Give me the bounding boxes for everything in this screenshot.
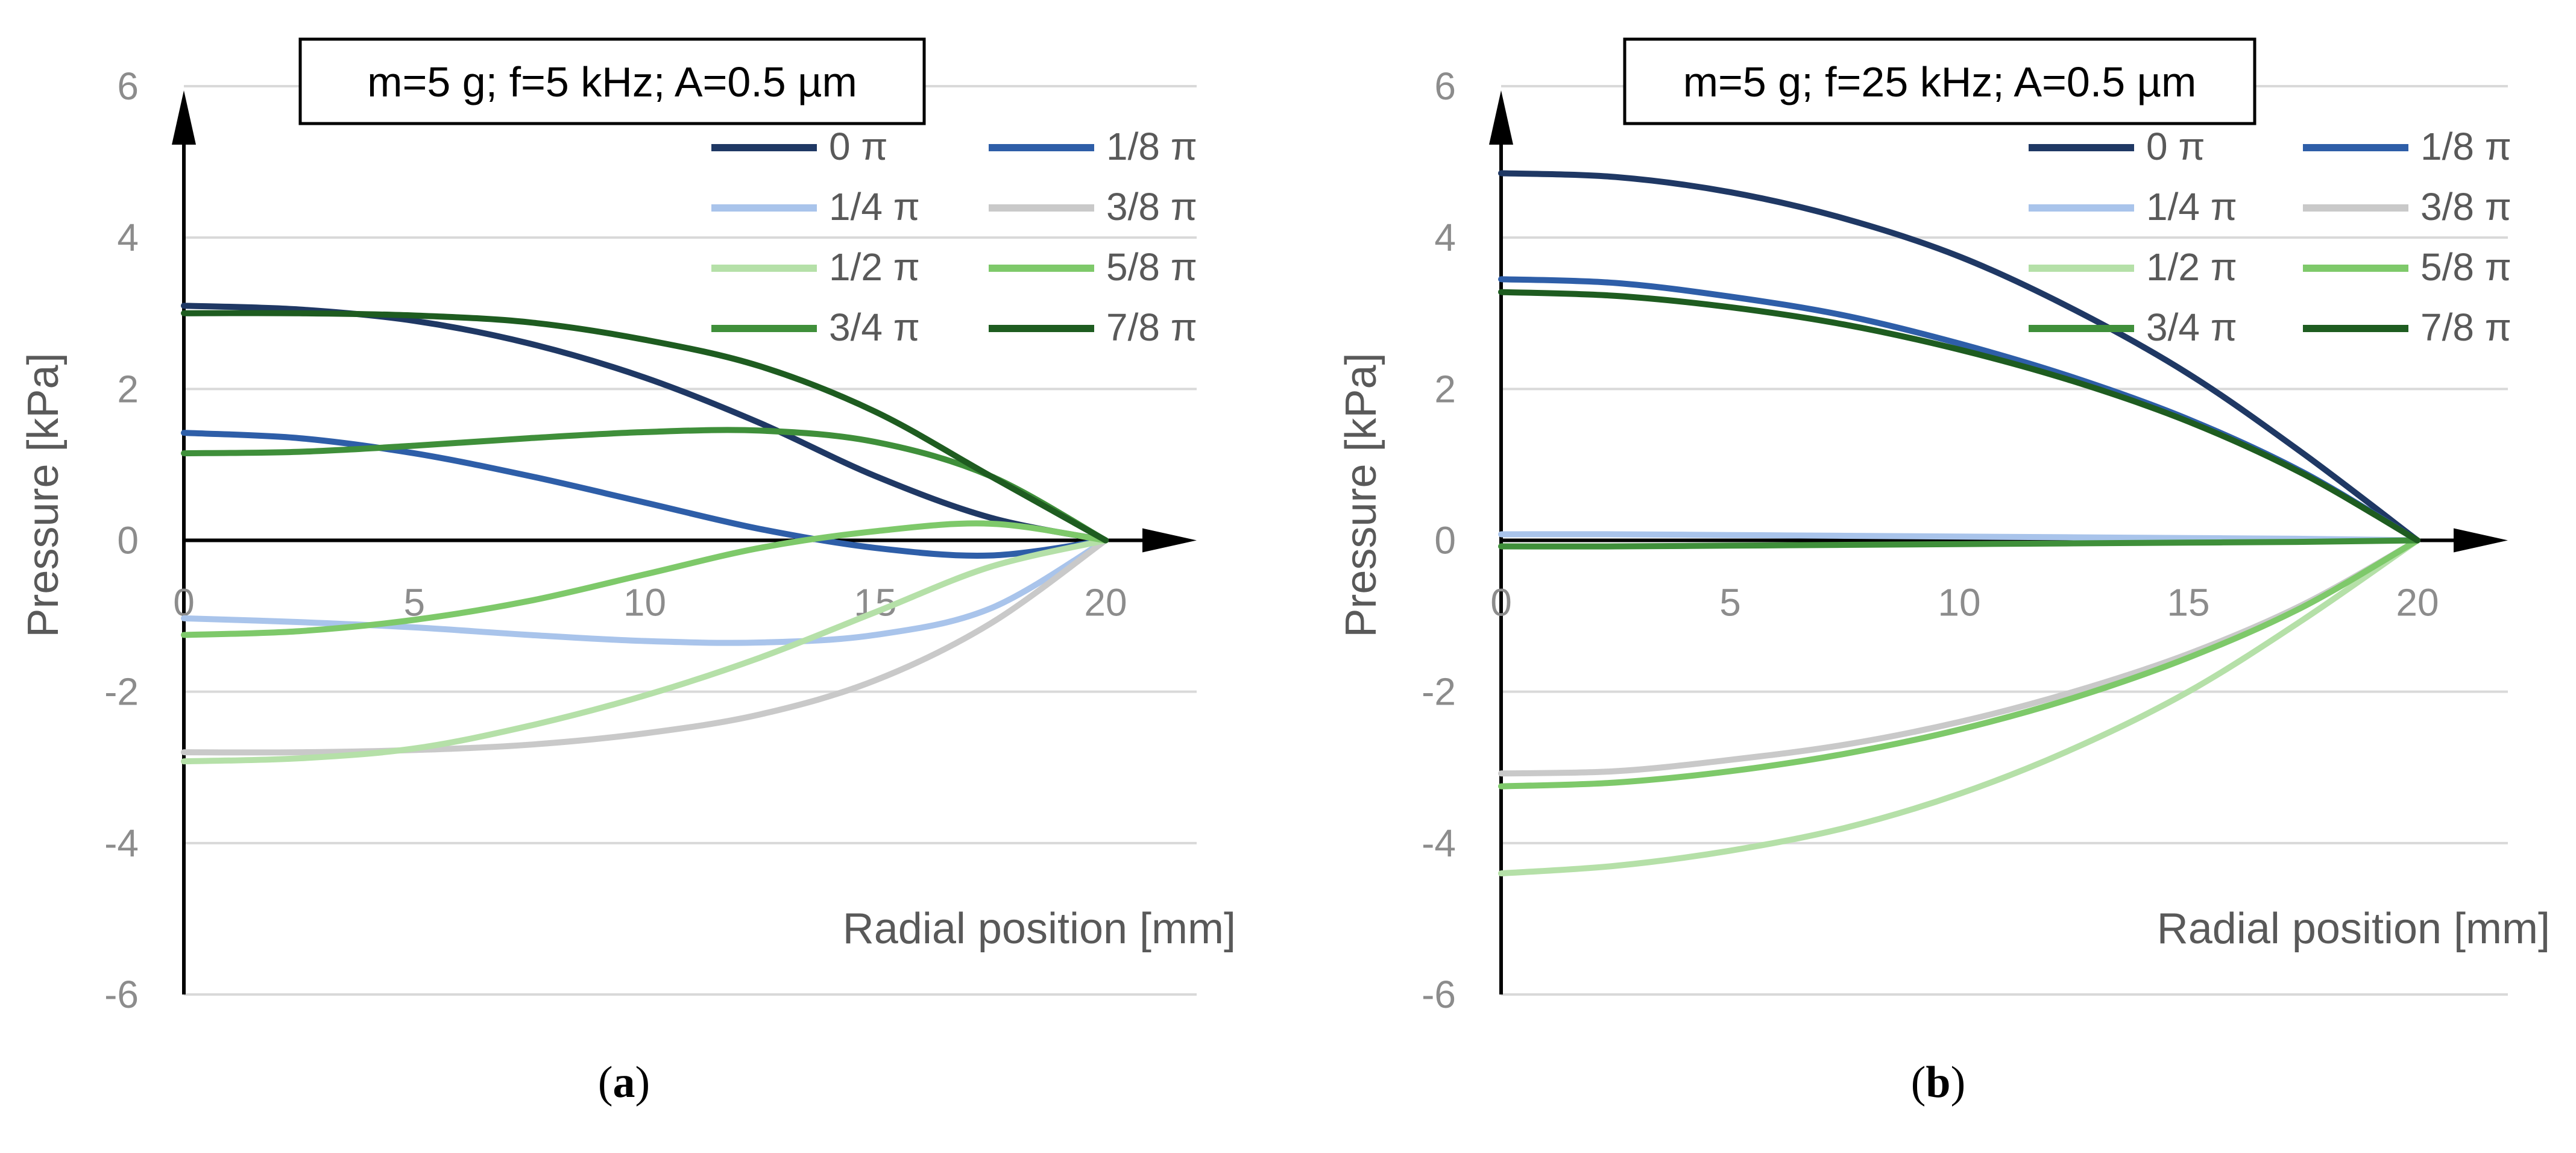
series-line-4 [181,537,1109,765]
y-tick-label: 6 [1434,64,1456,108]
series-line-6 [181,427,1109,544]
y-tick-label: -2 [1422,670,1456,714]
y-tick-label: -4 [1422,822,1456,865]
legend-entry: 3/8 π [2420,185,2511,228]
y-tick-label: 2 [117,367,139,410]
y-axis-arrow [1489,90,1513,145]
caption-paren: ( [598,1058,613,1107]
legend-entry: 3/4 π [829,306,920,349]
y-tick-label: 0 [117,519,139,562]
legend-entry: 3/4 π [2146,306,2237,349]
series-line-3 [181,537,1109,756]
series-line-3 [1498,537,2420,777]
series-line-2 [181,537,1109,646]
caption-paren: ) [1951,1058,1966,1107]
y-axis-label: Pressure [kPa] [19,353,68,637]
x-tick-label: 10 [1938,581,1980,624]
legend-entry: 7/8 π [2420,306,2511,349]
y-tick-label: 6 [117,64,139,108]
chart-title: m=5 g; f=25 kHz; A=0.5 µm [1683,58,2197,105]
y-tick-label: -2 [104,670,139,714]
legend-entry: 0 π [829,125,888,168]
x-tick-label: 10 [623,581,666,624]
x-tick-label: 20 [1084,581,1127,624]
x-axis-arrow [1142,528,1197,553]
caption-paren: ( [1911,1058,1926,1107]
legend-entry: 1/2 π [2146,245,2237,289]
series-line-1 [181,430,1109,559]
legend-entry: 0 π [2146,125,2205,168]
caption-letter: b [1926,1058,1950,1107]
x-axis-arrow [2454,528,2508,553]
title-box [1623,37,2256,125]
x-tick-label: 20 [2396,581,2439,624]
series-line-7 [181,310,1109,544]
y-tick-label: 2 [1434,367,1456,410]
y-axis-label: Pressure [kPa] [1337,353,1385,637]
chart-title: m=5 g; f=5 kHz; A=0.5 µm [367,58,857,105]
caption-paren: ) [635,1058,650,1107]
legend-entry: 1/4 π [2146,185,2237,228]
y-tick-label: 4 [1434,216,1456,259]
title-box [298,37,926,125]
legend-entry: 1/4 π [829,185,920,228]
x-tick-label: 0 [1490,581,1512,624]
caption-letter: a [613,1058,635,1107]
legend-entry: 3/8 π [1106,185,1197,228]
legend-entry: 5/8 π [1106,245,1197,289]
series-line-7 [1498,289,2420,544]
x-tick-label: 5 [1719,581,1741,624]
y-axis-arrow [172,90,196,145]
series-line-0 [1498,170,2420,544]
series-line-4 [1498,537,2420,877]
y-tick-label: 4 [117,216,139,259]
legend-entry: 1/8 π [1106,125,1197,168]
x-axis-label: Radial position [mm] [2157,905,2550,953]
series-line-6 [1498,537,2420,550]
y-tick-label: 0 [1434,519,1456,562]
series-line-2 [1498,531,2420,544]
panel-caption: (a) [598,1058,650,1107]
y-tick-label: -6 [104,973,139,1016]
legend-entry: 5/8 π [2420,245,2511,289]
x-tick-label: 15 [2167,581,2209,624]
y-tick-label: -6 [1422,973,1456,1016]
series-line-5 [1498,537,2420,790]
y-tick-label: -4 [104,822,139,865]
series-line-1 [1498,276,2420,544]
legend-entry: 7/8 π [1106,306,1197,349]
legend-entry: 1/2 π [829,245,920,289]
series-line-5 [181,520,1109,638]
panel-caption: (b) [1911,1058,1965,1107]
x-axis-label: Radial position [mm] [843,905,1236,953]
legend-entry: 1/8 π [2420,125,2511,168]
